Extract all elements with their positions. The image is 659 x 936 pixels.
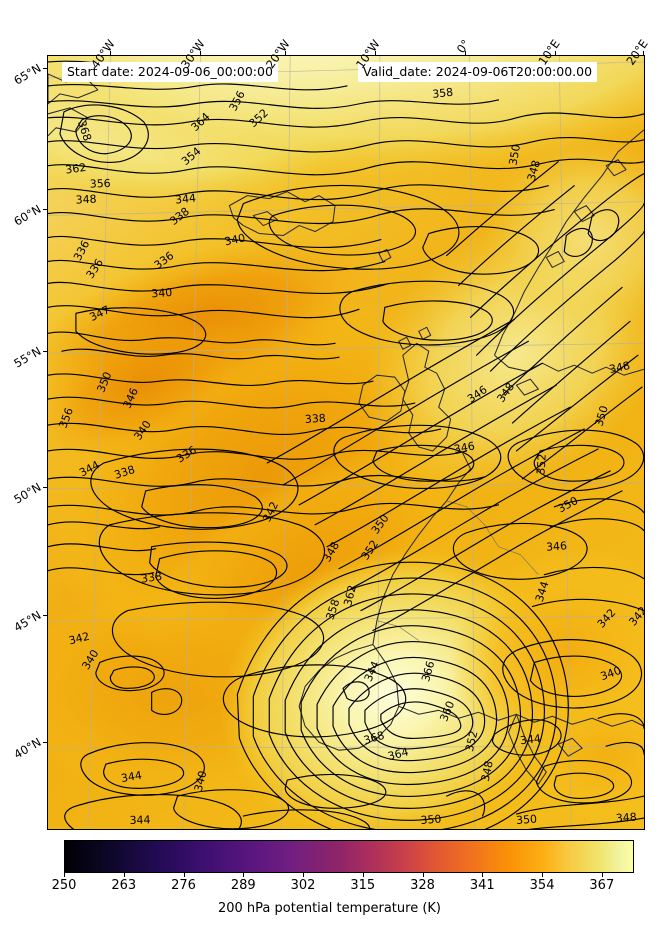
colorbar-tickmark-0	[64, 873, 65, 877]
svg-text:344: 344	[519, 732, 541, 747]
colorbar-ticklabel-6: 328	[410, 878, 435, 893]
lat-tickmark-4	[43, 615, 47, 616]
colorbar-title: 200 hPa potential temperature (K)	[217, 901, 441, 916]
contour-lines	[48, 60, 644, 829]
svg-text:338: 338	[140, 570, 163, 586]
svg-text:352: 352	[463, 729, 481, 752]
svg-text:340: 340	[223, 231, 246, 248]
colorbar-tickmark-1	[123, 873, 125, 877]
lat-tickmark-0	[43, 68, 47, 69]
lat-ticklabel-2: 55°N	[11, 343, 44, 371]
svg-text:364: 364	[386, 745, 409, 763]
lat-tickmark-5	[43, 742, 47, 743]
lon-tickmark-0	[110, 51, 111, 55]
svg-text:362: 362	[341, 584, 359, 607]
svg-text:350: 350	[420, 813, 442, 827]
colorbar-tickmark-5	[362, 873, 364, 877]
svg-text:358: 358	[324, 598, 343, 622]
svg-text:348: 348	[615, 811, 637, 825]
colorbar-ticklabel-1: 263	[111, 878, 137, 893]
svg-text:358: 358	[432, 86, 454, 101]
svg-text:348: 348	[608, 359, 631, 376]
lat-tickmark-2	[43, 351, 47, 352]
colorbar-tickmark-3	[243, 873, 245, 877]
svg-text:346: 346	[546, 539, 568, 553]
lat-tickmark-1	[43, 209, 47, 210]
lon-tickmark-1	[200, 51, 201, 55]
lat-ticklabel-0: 65°N	[11, 60, 44, 88]
lat-ticklabel-5: 40°N	[11, 734, 44, 762]
lon-tickmark-3	[375, 51, 376, 55]
svg-text:344: 344	[129, 813, 150, 827]
colorbar-ticklabel-9: 367	[589, 878, 615, 893]
svg-text:366: 366	[419, 659, 437, 683]
valid-date-annotation: Valid_date: 2024-09-06T20:00:00.00	[358, 62, 598, 82]
colorbar-tickmark-6	[422, 873, 424, 877]
svg-text:344: 344	[175, 191, 197, 206]
svg-text:362: 362	[65, 161, 88, 177]
colorbar-tickmark-4	[303, 873, 305, 877]
svg-text:348: 348	[75, 193, 97, 207]
start-date-annotation: Start date: 2024-09-06_00:00:00	[62, 62, 278, 82]
svg-text:338: 338	[113, 463, 137, 482]
colorbar-ticklabel-4: 302	[290, 878, 316, 893]
svg-text:350: 350	[516, 813, 538, 827]
colorbar-ticklabel-7: 341	[469, 878, 495, 893]
svg-text:350: 350	[593, 404, 611, 428]
colorbar-tickmark-8	[542, 873, 544, 877]
colorbar-ticklabel-8: 354	[529, 878, 555, 893]
svg-text:346: 346	[453, 439, 476, 455]
lon-tickmark-2	[285, 51, 286, 55]
lat-ticklabel-4: 45°N	[11, 607, 44, 635]
lat-ticklabel-3: 50°N	[11, 479, 44, 507]
colorbar-tickmark-9	[601, 873, 603, 877]
svg-text:352: 352	[534, 453, 548, 475]
colorbar-ticklabel-5: 315	[350, 878, 376, 893]
lon-tickmark-6	[643, 51, 644, 55]
svg-text:340: 340	[192, 769, 210, 792]
svg-text:356: 356	[90, 177, 111, 191]
lat-tickmark-3	[43, 487, 47, 488]
colorbar-ticklabel-0: 250	[51, 878, 77, 893]
svg-text:348: 348	[525, 159, 543, 183]
svg-text:350: 350	[507, 143, 523, 166]
svg-text:342: 342	[68, 630, 91, 648]
svg-text:338: 338	[304, 412, 326, 426]
svg-text:344: 344	[533, 580, 552, 604]
svg-text:368: 368	[75, 119, 94, 143]
colorbar-container[interactable]	[64, 840, 634, 873]
colorbar-tickmark-7	[482, 873, 484, 877]
map-plot-area[interactable]: 368 362 364 356 356 352 354 348 344 358 …	[47, 55, 645, 830]
svg-text:344: 344	[120, 769, 143, 785]
svg-text:340: 340	[151, 286, 173, 300]
lon-tickmark-5	[555, 51, 556, 55]
lat-ticklabel-1: 60°N	[11, 201, 44, 229]
svg-text:348: 348	[479, 760, 496, 783]
svg-text:368: 368	[362, 729, 386, 747]
potential-temperature-map: 368 362 364 356 356 352 354 348 344 358 …	[48, 56, 644, 829]
colorbar-tickmark-2	[183, 873, 185, 877]
colorbar-ticklabel-3: 289	[230, 878, 256, 893]
lon-tickmark-4	[465, 51, 466, 55]
colorbar-gradient	[64, 840, 634, 873]
colorbar-ticklabel-2: 276	[171, 878, 196, 893]
